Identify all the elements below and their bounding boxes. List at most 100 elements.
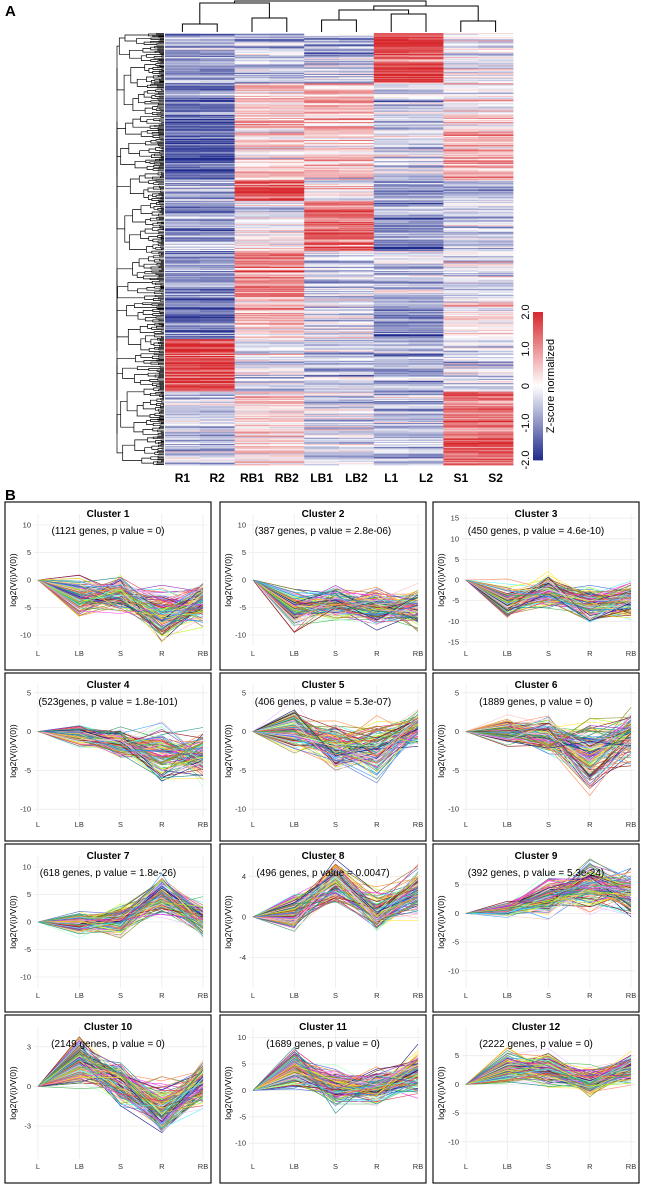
dendrogram-branch — [126, 305, 138, 317]
heatmap-cell — [269, 33, 305, 35]
heatmap-cell — [199, 124, 235, 126]
heatmap-cell — [443, 413, 479, 416]
heatmap-cell — [478, 342, 514, 344]
heatmap-cell — [408, 104, 444, 106]
heatmap-cell — [304, 454, 340, 456]
heatmap-cell — [165, 169, 201, 171]
heatmap-cell — [199, 191, 235, 193]
heatmap-cell — [269, 163, 305, 165]
heatmap-cell — [199, 109, 235, 111]
heatmap-cell — [199, 171, 235, 173]
heatmap-cell — [165, 418, 201, 421]
heatmap-cell — [269, 385, 305, 387]
heatmap-cell — [339, 188, 375, 190]
dendrogram-branch — [143, 388, 154, 395]
heatmap-cell — [304, 155, 340, 158]
heatmap-cell — [199, 412, 235, 415]
heatmap-cell — [339, 37, 375, 39]
heatmap-cell — [478, 179, 514, 182]
heatmap-cell — [373, 445, 409, 447]
heatmap-cell — [339, 165, 375, 167]
heatmap-cell — [234, 86, 270, 88]
heatmap-cell — [478, 51, 514, 54]
heatmap-cell — [234, 318, 270, 320]
heatmap-cell — [373, 461, 409, 464]
heatmap-cell — [269, 72, 305, 75]
heatmap-cell — [373, 388, 409, 390]
heatmap-cell — [269, 166, 305, 168]
heatmap-cell — [373, 462, 409, 465]
heatmap-cell — [339, 135, 375, 138]
heatmap-cell — [269, 287, 305, 290]
heatmap-cell — [443, 256, 479, 258]
heatmap-cell — [478, 84, 514, 86]
heatmap-cell — [269, 180, 305, 183]
heatmap-cell — [165, 88, 201, 91]
heatmap-cell — [373, 130, 409, 132]
heatmap-cell — [304, 131, 340, 134]
heatmap-cell — [339, 301, 375, 303]
heatmap-cell — [199, 180, 235, 183]
heatmap-cell — [339, 182, 375, 185]
heatmap-cell — [339, 420, 375, 423]
heatmap-cell — [408, 67, 444, 70]
heatmap-cell — [339, 288, 375, 291]
heatmap-cell — [478, 200, 514, 203]
heatmap-cell — [339, 385, 375, 387]
heatmap-cell — [443, 307, 479, 310]
heatmap-cell — [478, 122, 514, 124]
heatmap-cell — [339, 166, 375, 168]
heatmap-cell — [339, 442, 375, 445]
heatmap-cell — [199, 281, 235, 283]
heatmap-cell — [199, 334, 235, 337]
heatmap-cell — [339, 242, 375, 245]
dendrogram-branch — [123, 74, 133, 106]
heatmap-cell — [304, 406, 340, 408]
heatmap-cell — [443, 343, 479, 345]
heatmap-cell — [443, 412, 479, 415]
heatmap-cell — [269, 324, 305, 326]
heatmap-cell — [478, 274, 514, 276]
heatmap-cell — [165, 104, 201, 106]
heatmap-cell — [373, 228, 409, 230]
dendrogram-branch — [155, 179, 164, 182]
heatmap-cell — [373, 346, 409, 348]
heatmap-cell — [199, 459, 235, 462]
dendrogram-branch — [161, 240, 164, 242]
heatmap-cell — [408, 383, 444, 385]
heatmap-cell — [304, 362, 340, 364]
heatmap-cell — [304, 144, 340, 146]
heatmap-cell — [234, 283, 270, 286]
heatmap-cell — [408, 244, 444, 247]
heatmap-cell — [304, 217, 340, 219]
heatmap-cell — [478, 240, 514, 243]
heatmap-cell — [408, 82, 444, 84]
heatmap-cell — [478, 72, 514, 75]
dendrogram-branch — [138, 175, 149, 183]
heatmap-cell — [478, 159, 514, 162]
heatmap-cell — [165, 158, 201, 161]
dendrogram-branch — [160, 238, 164, 240]
heatmap-cell — [304, 391, 340, 394]
heatmap-cell — [304, 253, 340, 255]
heatmap-cell — [165, 79, 201, 81]
heatmap-cell — [304, 213, 340, 215]
heatmap-cell — [408, 262, 444, 265]
heatmap-cell — [304, 229, 340, 231]
heatmap-cell — [339, 108, 375, 110]
heatmap-cell — [165, 412, 201, 415]
heatmap-cell — [408, 113, 444, 116]
cluster-title: Cluster 1 — [87, 509, 130, 520]
heatmap-cell — [373, 410, 409, 412]
heatmap-cell — [443, 197, 479, 200]
heatmap-cell — [165, 282, 201, 284]
heatmap-cell — [304, 222, 340, 225]
heatmap-cell — [269, 446, 305, 448]
heatmap-cell — [165, 78, 201, 80]
heatmap-cell — [408, 333, 444, 336]
dendrogram-branch — [150, 456, 158, 460]
heatmap-cell — [199, 203, 235, 206]
heatmap-cell — [199, 297, 235, 299]
heatmap-cell — [339, 410, 375, 412]
